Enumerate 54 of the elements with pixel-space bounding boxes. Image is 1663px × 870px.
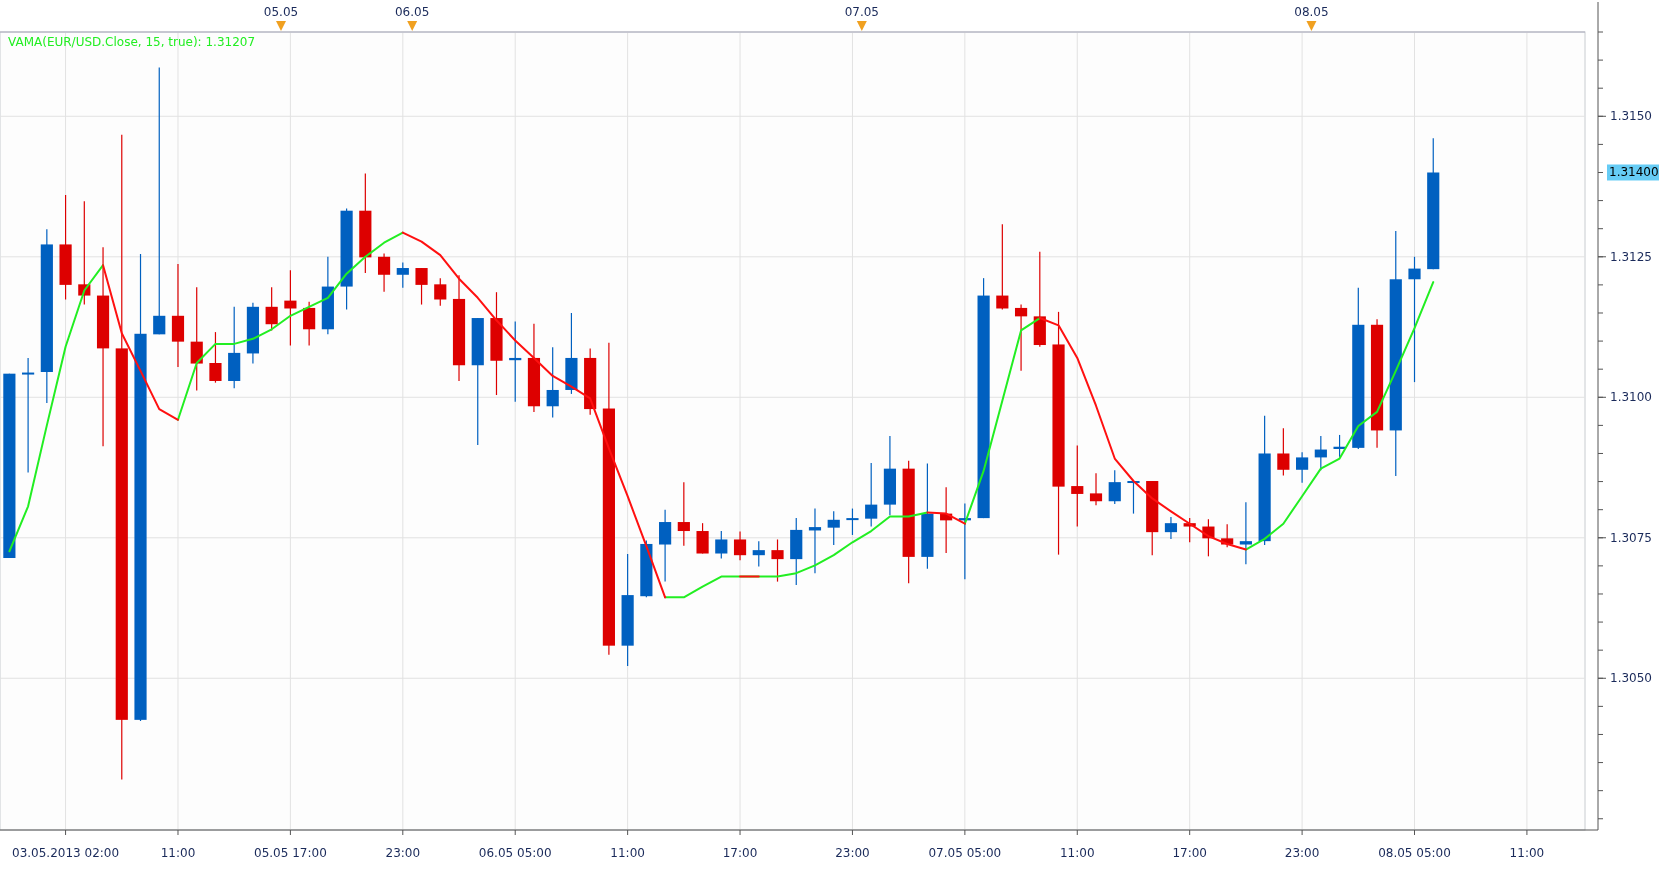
y-tick-label: 1.3075: [1610, 530, 1652, 545]
candlestick: [396, 261, 409, 289]
candlestick: [1296, 451, 1309, 484]
candlestick: [434, 277, 447, 307]
candlestick: [1164, 516, 1178, 540]
candlestick: [659, 509, 672, 583]
x-tick-label: 23:00: [835, 846, 870, 860]
x-tick-label: 03.05.2013 02:00: [12, 846, 120, 860]
y-tick-label: 1.3125: [1610, 249, 1652, 264]
candlestick: [1071, 445, 1084, 528]
x-tick-label: 23:00: [385, 846, 421, 860]
text: VAMA(EUR/USD.Close, 15, true): 1.31207: [8, 35, 256, 49]
x-tick-label: 05.05 17:00: [254, 846, 327, 860]
candlestick: [153, 66, 166, 335]
x-tick-label: 06.05 05:00: [478, 846, 552, 860]
candlestick: [846, 507, 859, 536]
x-tick-label: 11:00: [160, 846, 196, 860]
candlestick: [733, 530, 747, 561]
candlestick: [771, 538, 784, 583]
candlestick: [22, 357, 35, 474]
candlestick: [1239, 501, 1252, 565]
text: 05.05: [263, 5, 299, 19]
candlestick: [996, 223, 1009, 311]
candlestick: [1014, 303, 1028, 372]
candlestick: [827, 510, 840, 546]
x-tick-label: 07.05 05:00: [928, 846, 1002, 860]
x-tick-label: 17:00: [1172, 846, 1207, 860]
x-tick-label: 11:00: [610, 846, 645, 860]
x-tick-label: 11:00: [1509, 846, 1545, 860]
candlestick: [752, 540, 765, 568]
x-tick-label: 17:00: [722, 846, 758, 860]
candlestick: [209, 331, 222, 384]
candlestick: [546, 346, 559, 419]
x-tick-label: 11:00: [1059, 846, 1095, 860]
x-tick-label: 23:00: [1284, 846, 1320, 860]
candlestick: [715, 530, 728, 560]
candlestick: [865, 462, 878, 528]
candlestick: [415, 267, 428, 306]
candlestick: [677, 481, 690, 547]
candlestick: [1108, 469, 1121, 505]
text: 07.05: [844, 5, 879, 19]
candlestick: [377, 252, 391, 293]
candlestick: [303, 301, 316, 347]
candlestick: [696, 522, 709, 555]
y-tick-label: 1.3150: [1610, 109, 1652, 124]
candlestick: [1408, 256, 1421, 383]
x-tick-label: 08.05 05:00: [1378, 846, 1451, 860]
candlestick: [1277, 427, 1290, 476]
candlestick: [1089, 472, 1103, 506]
candlestick: [190, 286, 203, 392]
y-tick-label: 1.3100: [1610, 390, 1652, 405]
text: 08.05: [1294, 5, 1329, 19]
y-tick-label: 1.3050: [1610, 671, 1652, 686]
text: 06.05: [395, 5, 430, 19]
